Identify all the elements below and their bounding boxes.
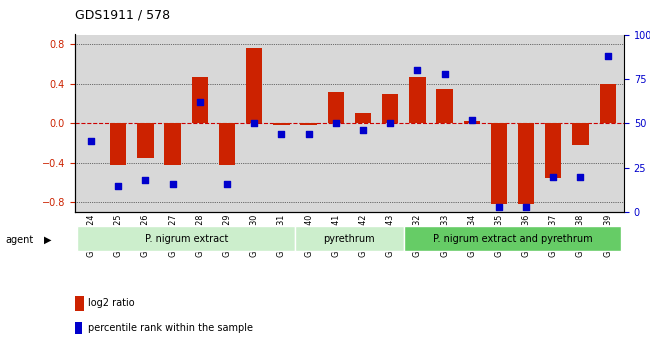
Bar xyxy=(518,124,534,204)
Point xyxy=(467,117,477,122)
Text: log2 ratio: log2 ratio xyxy=(88,298,135,308)
Text: agent: agent xyxy=(5,235,33,245)
Point xyxy=(140,177,151,183)
Point xyxy=(194,99,205,105)
Bar xyxy=(137,124,153,158)
Bar xyxy=(491,124,507,204)
Bar xyxy=(75,322,82,334)
Bar xyxy=(77,226,295,251)
Point xyxy=(276,131,287,137)
Point xyxy=(603,53,613,59)
Bar xyxy=(355,114,371,124)
Text: pyrethrum: pyrethrum xyxy=(324,234,375,244)
Bar xyxy=(273,124,289,125)
Point xyxy=(548,174,558,179)
Bar xyxy=(599,84,616,124)
Bar xyxy=(246,48,263,124)
Text: ▶: ▶ xyxy=(44,235,52,245)
Point xyxy=(385,121,395,126)
Text: P. nigrum extract and pyrethrum: P. nigrum extract and pyrethrum xyxy=(433,234,592,244)
Bar xyxy=(410,77,426,124)
Bar xyxy=(436,89,452,124)
Point xyxy=(168,181,178,187)
Point xyxy=(439,71,450,76)
Point xyxy=(304,131,314,137)
Bar xyxy=(295,226,404,251)
Point xyxy=(575,174,586,179)
Bar xyxy=(75,296,84,310)
Point xyxy=(113,183,124,188)
Bar xyxy=(573,124,589,145)
Point xyxy=(222,181,232,187)
Bar xyxy=(219,124,235,165)
Bar xyxy=(328,92,344,124)
Bar xyxy=(110,124,126,165)
Text: P. nigrum extract: P. nigrum extract xyxy=(144,234,228,244)
Bar xyxy=(300,124,317,125)
Text: GDS1911 / 578: GDS1911 / 578 xyxy=(75,9,170,22)
Bar xyxy=(164,124,181,165)
Bar xyxy=(382,94,398,124)
Point xyxy=(331,121,341,126)
Point xyxy=(521,204,531,210)
Bar xyxy=(545,124,562,178)
Point xyxy=(412,67,423,73)
Point xyxy=(249,121,259,126)
Bar xyxy=(463,121,480,124)
Point xyxy=(494,204,504,210)
Text: percentile rank within the sample: percentile rank within the sample xyxy=(88,323,253,333)
Bar xyxy=(404,226,621,251)
Point xyxy=(86,138,96,144)
Bar xyxy=(192,77,208,124)
Point xyxy=(358,128,368,133)
